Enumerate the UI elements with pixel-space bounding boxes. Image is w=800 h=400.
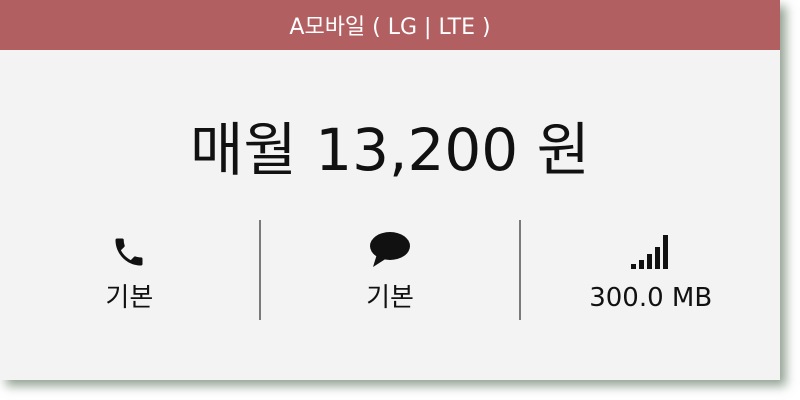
phone-icon (99, 220, 159, 270)
feature-sms: 기본 (258, 220, 520, 320)
signal-bars-icon (621, 220, 681, 270)
plan-price: 매월 13,200 원 (190, 116, 590, 184)
sms-value: 기본 (366, 283, 414, 313)
plan-title: A모바일 ( LG | LTE ) (289, 15, 491, 40)
feature-data: 300.0 MB (519, 220, 780, 320)
plan-card[interactable]: A모바일 ( LG | LTE ) 매월 13,200 원 기본 기본 (0, 0, 780, 380)
message-bubble-icon (360, 220, 420, 270)
feature-voice: 기본 (0, 220, 259, 320)
data-value: 300.0 MB (589, 283, 713, 313)
plan-header: A모바일 ( LG | LTE ) (0, 0, 780, 50)
feature-list: 기본 기본 300.0 MB (0, 220, 780, 320)
voice-value: 기본 (105, 283, 154, 313)
